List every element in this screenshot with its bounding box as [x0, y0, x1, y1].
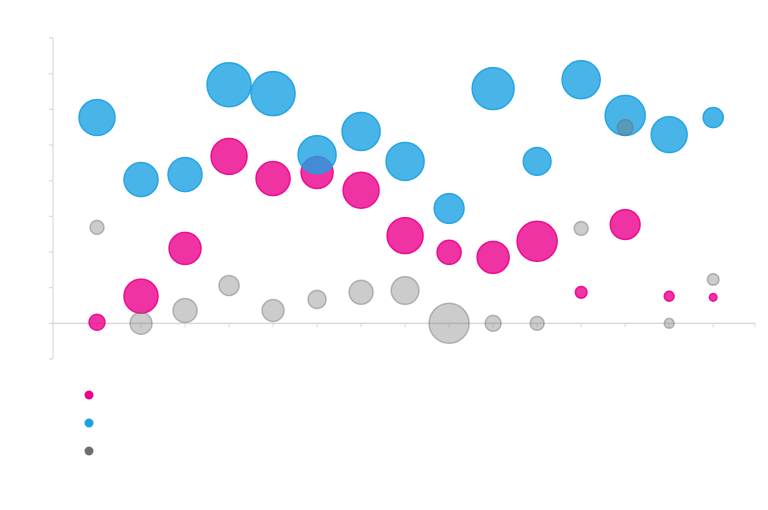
bubble-series-1: [476, 240, 510, 275]
bubble-series-1: [436, 239, 462, 266]
bubble-series-3: [428, 302, 470, 345]
bubble-series-2: [385, 141, 425, 182]
bubble-series-3: [529, 315, 545, 332]
bubble-series-3: [616, 118, 634, 137]
bubble-series-3: [348, 279, 374, 306]
legend-marker-series-2: [84, 418, 94, 428]
bubble-series-2: [167, 156, 203, 193]
bubble-series-1: [168, 231, 202, 266]
bubble-series-3: [172, 297, 198, 324]
bubble-series-2: [433, 192, 465, 225]
bubble-series-2: [522, 146, 552, 177]
bubble-series-2: [78, 98, 116, 137]
legend-marker-series-1: [84, 390, 94, 400]
bubble-series-2: [561, 59, 601, 100]
bubble-series-2: [471, 66, 515, 111]
bubble-series-1: [123, 278, 159, 315]
bubble-series-1: [516, 220, 558, 263]
bubble-series-2: [297, 134, 337, 175]
bubble-series-1: [88, 313, 106, 331]
bubble-series-1: [708, 292, 718, 302]
bubble-series-3: [390, 275, 420, 306]
bubble-series-3: [218, 274, 240, 297]
bubble-series-3: [129, 311, 153, 336]
bubble-series-3: [663, 317, 675, 330]
bubble-series-1: [210, 137, 248, 176]
bubble-series-3: [484, 314, 502, 333]
bubble-series-3: [706, 272, 720, 287]
bubble-series-1: [574, 285, 588, 299]
bubble-series-1: [386, 216, 424, 255]
bubble-series-1: [663, 290, 675, 302]
bubble-series-2: [206, 61, 252, 108]
legend-marker-series-3: [84, 446, 94, 456]
bubble-series-3: [261, 298, 285, 323]
bubble-series-2: [604, 94, 646, 137]
bubble-series-3: [573, 220, 589, 237]
bubble-series-2: [702, 106, 725, 129]
bubble-series-3: [89, 219, 105, 236]
bubble-series-2: [123, 161, 159, 198]
bubble-series-2: [341, 111, 381, 152]
bubble-series-2: [650, 115, 688, 154]
bubble-series-1: [255, 160, 291, 197]
bubble-series-3: [307, 289, 327, 310]
bubble-series-1: [609, 208, 641, 241]
bubble-series-2: [250, 70, 296, 117]
bubble-series-1: [342, 171, 380, 210]
